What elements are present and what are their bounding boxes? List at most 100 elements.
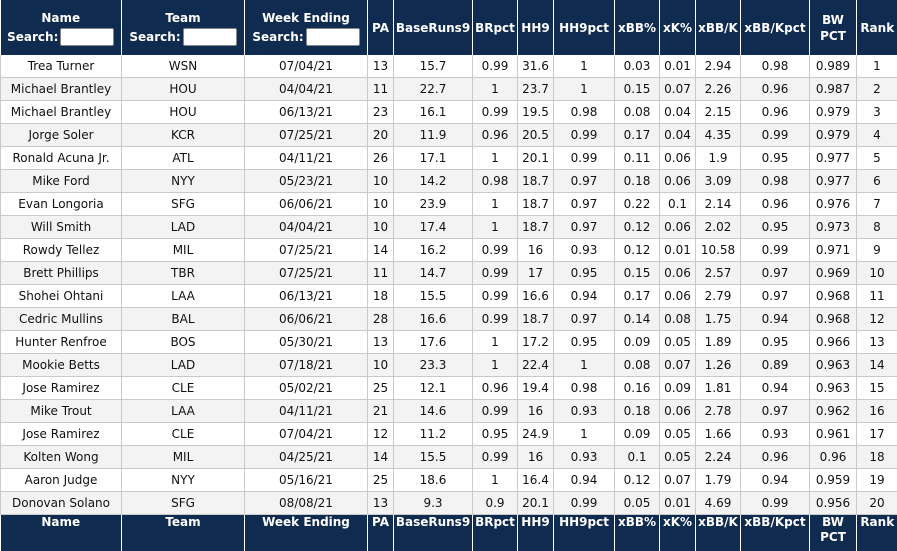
cell-xbbk: 2.94 (696, 55, 741, 78)
header-xk[interactable]: xK% (660, 0, 696, 55)
cell-xbbk: 1.9 (696, 147, 741, 170)
cell-brpct: 1 (473, 147, 518, 170)
cell-hh9pct: 0.97 (554, 193, 615, 216)
cell-hh9: 20.5 (518, 124, 554, 147)
week-search-input[interactable] (306, 28, 360, 46)
header-week-ending[interactable]: Week Ending Search: (245, 0, 368, 55)
cell-pa: 13 (368, 492, 394, 515)
header-rank[interactable]: Rank (857, 0, 897, 55)
cell-team: ATL (122, 147, 245, 170)
cell-baseruns9: 17.6 (394, 331, 473, 354)
cell-baseruns9: 15.5 (394, 446, 473, 469)
table-header: Name Search: Team Search: Week Ending Se… (1, 0, 897, 55)
cell-hh9: 16 (518, 446, 554, 469)
cell-xbbkpct: 0.99 (741, 124, 810, 147)
cell-xbb: 0.09 (615, 331, 660, 354)
header-name[interactable]: Name Search: (1, 0, 122, 55)
cell-team: WSN (122, 55, 245, 78)
header-xbbk[interactable]: xBB/K (696, 0, 741, 55)
header-xbbkpct[interactable]: xBB/Kpct (741, 0, 810, 55)
cell-baseruns9: 15.7 (394, 55, 473, 78)
cell-team: NYY (122, 170, 245, 193)
cell-hh9pct: 0.99 (554, 147, 615, 170)
cell-xbb: 0.16 (615, 377, 660, 400)
cell-baseruns9: 22.7 (394, 78, 473, 101)
header-baseruns9[interactable]: BaseRuns9 (394, 0, 473, 55)
header-hh9[interactable]: HH9 (518, 0, 554, 55)
cell-xk: 0.1 (660, 193, 696, 216)
cell-week-ending: 06/06/21 (245, 308, 368, 331)
cell-baseruns9: 11.9 (394, 124, 473, 147)
cell-pa: 13 (368, 55, 394, 78)
cell-hh9pct: 0.99 (554, 492, 615, 515)
team-search-input[interactable] (183, 28, 237, 46)
cell-baseruns9: 16.1 (394, 101, 473, 124)
cell-xk: 0.05 (660, 331, 696, 354)
cell-xbbkpct: 0.98 (741, 170, 810, 193)
cell-name: Aaron Judge (1, 469, 122, 492)
cell-bwpct: 0.969 (810, 262, 857, 285)
header-team[interactable]: Team Search: (122, 0, 245, 55)
footer-xbbk: xBB/K (696, 515, 741, 551)
cell-team: MIL (122, 446, 245, 469)
cell-baseruns9: 17.4 (394, 216, 473, 239)
cell-hh9pct: 0.97 (554, 170, 615, 193)
cell-bwpct: 0.989 (810, 55, 857, 78)
search-label: Search: (7, 29, 58, 45)
cell-week-ending: 06/13/21 (245, 101, 368, 124)
cell-rank: 20 (857, 492, 897, 515)
cell-hh9pct: 0.94 (554, 469, 615, 492)
cell-hh9pct: 1 (554, 55, 615, 78)
footer-bw-line2: PCT (810, 530, 856, 545)
footer-pa: PA (368, 515, 394, 551)
header-xbb[interactable]: xBB% (615, 0, 660, 55)
cell-xk: 0.06 (660, 285, 696, 308)
cell-bwpct: 0.979 (810, 124, 857, 147)
cell-rank: 7 (857, 193, 897, 216)
cell-team: LAA (122, 285, 245, 308)
cell-bwpct: 0.959 (810, 469, 857, 492)
footer-name: Name (1, 515, 122, 551)
cell-bwpct: 0.968 (810, 308, 857, 331)
cell-xk: 0.06 (660, 400, 696, 423)
cell-baseruns9: 15.5 (394, 285, 473, 308)
cell-xbb: 0.05 (615, 492, 660, 515)
cell-team: NYY (122, 469, 245, 492)
cell-xbb: 0.11 (615, 147, 660, 170)
cell-bwpct: 0.963 (810, 377, 857, 400)
cell-baseruns9: 11.2 (394, 423, 473, 446)
cell-hh9: 23.7 (518, 78, 554, 101)
cell-bwpct: 0.973 (810, 216, 857, 239)
table-footer: Name Team Week Ending PA BaseRuns9 BRpct… (1, 515, 897, 551)
cell-pa: 11 (368, 78, 394, 101)
cell-bwpct: 0.968 (810, 285, 857, 308)
cell-week-ending: 07/25/21 (245, 124, 368, 147)
cell-rank: 2 (857, 78, 897, 101)
cell-pa: 21 (368, 400, 394, 423)
header-bwpct[interactable]: BW PCT (810, 0, 857, 55)
name-search-input[interactable] (60, 28, 114, 46)
cell-week-ending: 05/30/21 (245, 331, 368, 354)
header-pa[interactable]: PA (368, 0, 394, 55)
cell-hh9pct: 0.93 (554, 446, 615, 469)
cell-xk: 0.04 (660, 124, 696, 147)
header-brpct[interactable]: BRpct (473, 0, 518, 55)
cell-pa: 13 (368, 331, 394, 354)
cell-xk: 0.01 (660, 55, 696, 78)
cell-baseruns9: 16.6 (394, 308, 473, 331)
cell-hh9: 31.6 (518, 55, 554, 78)
header-hh9pct[interactable]: HH9pct (554, 0, 615, 55)
cell-brpct: 0.99 (473, 101, 518, 124)
cell-xbb: 0.08 (615, 354, 660, 377)
cell-xk: 0.09 (660, 377, 696, 400)
cell-pa: 26 (368, 147, 394, 170)
cell-pa: 14 (368, 446, 394, 469)
cell-week-ending: 06/06/21 (245, 193, 368, 216)
footer-xk: xK% (660, 515, 696, 551)
cell-baseruns9: 17.1 (394, 147, 473, 170)
